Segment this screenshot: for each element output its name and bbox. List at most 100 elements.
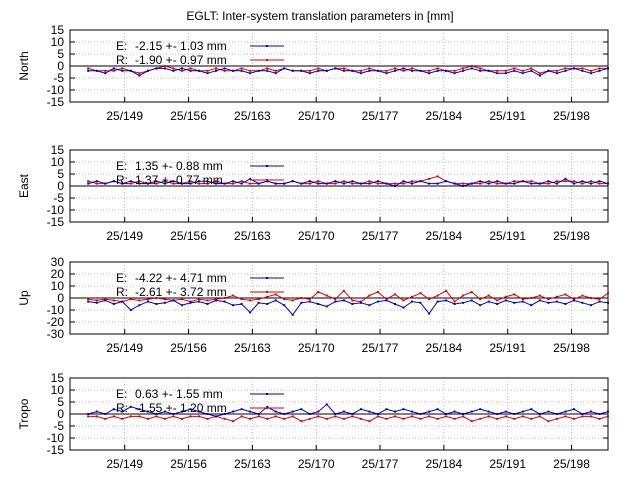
y-tick-label: 10 (51, 279, 65, 293)
data-point-E (189, 182, 192, 185)
data-point-E (129, 405, 132, 408)
data-point-E (232, 410, 235, 413)
legend-label: R: (116, 53, 128, 67)
data-point-R (598, 67, 601, 70)
data-point-E (428, 410, 431, 413)
data-point-E (581, 180, 584, 183)
data-point-R (530, 297, 533, 299)
y-tick-label: -20 (47, 315, 65, 329)
data-point-E (206, 413, 209, 415)
data-point-R (274, 69, 277, 72)
data-point-R (513, 180, 516, 183)
data-point-E (462, 413, 465, 415)
data-point-R (462, 67, 465, 70)
data-point-R (112, 415, 115, 418)
data-point-E (487, 410, 490, 413)
data-point-E (479, 408, 482, 411)
data-point-E (334, 300, 337, 303)
data-point-E (402, 306, 405, 309)
data-point-E (555, 413, 558, 415)
data-point-R (257, 298, 260, 301)
data-point-E (308, 72, 311, 75)
data-point-E (385, 72, 388, 75)
series-line-E (88, 178, 609, 187)
data-point-E (445, 180, 448, 183)
data-point-E (428, 182, 431, 185)
data-point-E (104, 182, 107, 185)
data-point-E (155, 67, 158, 70)
data-point-E (581, 413, 584, 415)
data-point-E (266, 303, 269, 305)
data-point-R (155, 415, 158, 418)
data-point-R (521, 415, 524, 418)
legend-stat: -2.15 +- 1.03 mm (135, 39, 227, 53)
data-point-R (342, 289, 345, 292)
data-point-R (394, 182, 396, 185)
data-point-R (521, 298, 524, 301)
data-point-R (95, 299, 98, 302)
data-point-R (496, 69, 499, 72)
data-point-R (359, 417, 362, 420)
data-point-E (487, 69, 490, 72)
x-tick-label: 25/184 (426, 341, 463, 355)
x-tick-label: 25/170 (298, 457, 335, 471)
data-point-R (368, 67, 371, 70)
data-point-E (445, 69, 448, 72)
data-point-R (504, 295, 507, 298)
y-tick-label: 10 (51, 383, 65, 397)
data-point-R (581, 182, 584, 185)
data-point-E (129, 309, 132, 311)
data-point-R (112, 69, 115, 72)
data-point-E (155, 303, 158, 305)
series-line-E (88, 403, 609, 417)
data-point-R (479, 67, 482, 70)
data-point-R (240, 415, 243, 418)
data-point-R (300, 420, 303, 423)
data-point-E (462, 69, 465, 72)
data-point-E (300, 182, 303, 185)
data-point-R (368, 180, 371, 183)
data-point-R (198, 182, 200, 185)
data-point-E (138, 304, 141, 307)
data-point-E (572, 299, 575, 302)
data-point-R (249, 417, 252, 420)
data-point-E (538, 74, 541, 77)
data-point-R (496, 299, 499, 302)
data-point-E (317, 303, 320, 305)
data-point-E (598, 180, 601, 183)
y-tick-label: 0 (57, 179, 64, 193)
data-point-E (368, 69, 371, 72)
y-tick-label: -10 (47, 83, 65, 97)
data-point-R (325, 417, 328, 420)
data-point-E (487, 300, 490, 303)
data-point-R (607, 415, 609, 418)
series-line-R (88, 415, 609, 422)
data-point-R (547, 420, 550, 423)
data-point-R (411, 67, 413, 70)
data-point-E (572, 182, 575, 185)
data-point-E (189, 301, 192, 304)
data-point-R (240, 180, 243, 183)
data-point-R (283, 417, 286, 420)
data-point-E (521, 300, 524, 303)
data-point-E (402, 180, 405, 183)
x-tick-label: 25/149 (106, 341, 143, 355)
data-point-R (496, 182, 499, 185)
y-axis-label: East (17, 173, 31, 198)
data-point-E (138, 408, 141, 411)
data-point-E (376, 413, 379, 415)
data-point-E (146, 69, 149, 72)
data-point-R (564, 293, 567, 296)
data-point-R (342, 180, 345, 183)
data-point-R (385, 69, 388, 72)
data-point-E (155, 180, 158, 183)
data-point-E (172, 413, 175, 415)
legend-marker (266, 291, 268, 293)
data-point-E (249, 311, 252, 314)
data-point-E (181, 182, 183, 185)
data-point-E (419, 301, 422, 304)
data-point-E (581, 301, 584, 304)
data-point-R (453, 417, 456, 420)
data-point-E (479, 69, 482, 72)
